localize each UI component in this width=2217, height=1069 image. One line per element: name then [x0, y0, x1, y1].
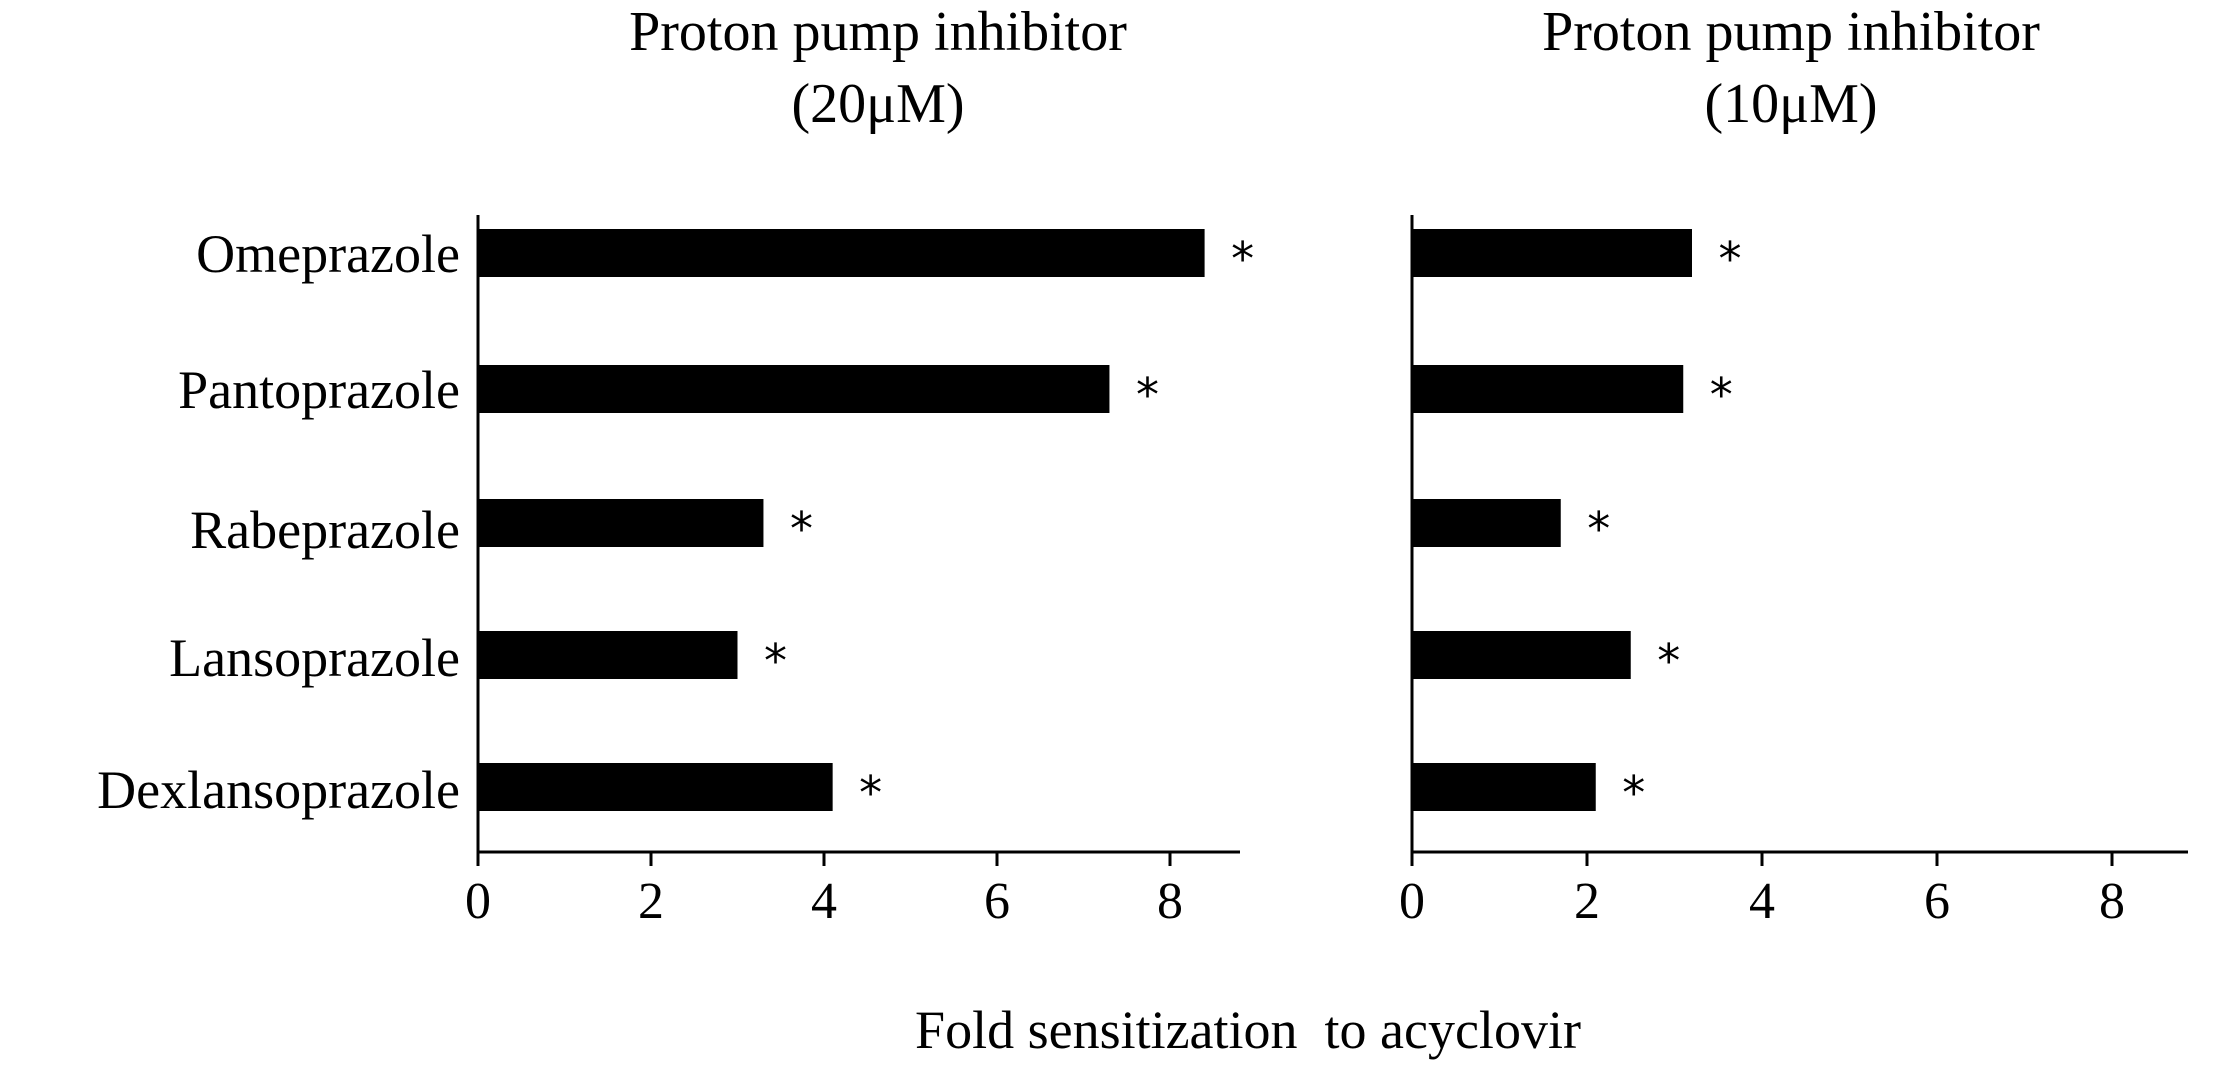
panel-10um: Proton pump inhibitor (10μM) * * * * * 0 2 4 6 8	[1399, 1, 2188, 930]
x-tick-label: 4	[811, 873, 837, 930]
x-tick-label: 2	[638, 873, 664, 930]
category-labels: Omeprazole Pantoprazole Rabeprazole Lans…	[97, 224, 460, 820]
significance-mark: *	[1136, 368, 1159, 422]
bar-lansoprazole	[478, 631, 738, 679]
bar-rabeprazole	[1412, 499, 1561, 547]
significance-mark: *	[790, 502, 813, 556]
bar-omeprazole	[1412, 229, 1692, 277]
panel-title-line-2: (20μM)	[791, 73, 964, 135]
category-label: Omeprazole	[196, 224, 460, 284]
axes	[1410, 215, 2188, 854]
significance-mark: *	[1587, 502, 1610, 556]
bars	[1412, 229, 1692, 811]
significance-mark: *	[1657, 634, 1680, 688]
x-tick-label: 4	[1749, 873, 1775, 930]
bar-rabeprazole	[478, 499, 764, 547]
category-label: Rabeprazole	[190, 500, 460, 560]
x-tick-label: 6	[1924, 873, 1950, 930]
panel-20um: Proton pump inhibitor (20μM) Omeprazole …	[97, 1, 1254, 930]
x-tick-label: 8	[2099, 873, 2125, 930]
x-tick-label: 0	[465, 873, 491, 930]
x-tick-label: 0	[1399, 873, 1425, 930]
panel-title-line-1: Proton pump inhibitor	[1542, 1, 2040, 63]
bar-dexlansoprazole	[1412, 763, 1596, 811]
axes	[476, 215, 1240, 854]
x-ticks: 0 2 4 6 8	[1399, 852, 2125, 930]
category-label: Lansoprazole	[169, 628, 460, 688]
significance-marks: * * * * *	[764, 232, 1254, 820]
x-tick-label: 6	[984, 873, 1010, 930]
bar-omeprazole	[478, 229, 1205, 277]
bars	[478, 229, 1205, 811]
bar-lansoprazole	[1412, 631, 1631, 679]
x-tick-label: 8	[1157, 873, 1183, 930]
significance-mark: *	[859, 766, 882, 820]
bar-dexlansoprazole	[478, 763, 833, 811]
category-label: Pantoprazole	[178, 360, 460, 420]
x-axis-label: Fold sensitization to acyclovir	[915, 1000, 1581, 1060]
x-tick-label: 2	[1574, 873, 1600, 930]
significance-marks: * * * * *	[1587, 232, 1741, 820]
significance-mark: *	[1622, 766, 1645, 820]
significance-mark: *	[1231, 232, 1254, 286]
panel-title-line-2: (10μM)	[1704, 73, 1877, 135]
bar-pantoprazole	[1412, 365, 1684, 413]
panel-title-line-1: Proton pump inhibitor	[629, 1, 1127, 63]
significance-mark: *	[764, 634, 787, 688]
x-ticks: 0 2 4 6 8	[465, 852, 1183, 930]
significance-mark: *	[1719, 232, 1742, 286]
bar-pantoprazole	[478, 365, 1110, 413]
category-label: Dexlansoprazole	[97, 760, 460, 820]
significance-mark: *	[1710, 368, 1733, 422]
